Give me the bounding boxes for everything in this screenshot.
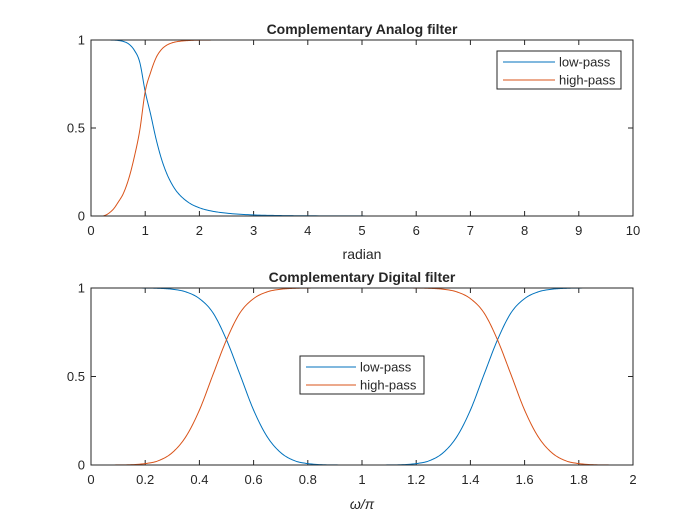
digital-x-tick-label: 0: [87, 472, 94, 487]
analog-x-tick-label: 0: [87, 223, 94, 238]
analog-x-axis-label: radian: [343, 246, 382, 262]
digital-x-tick-label: 1.2: [407, 472, 425, 487]
digital-x-tick-label: 0.4: [190, 472, 208, 487]
digital-x-tick-label: 1.6: [516, 472, 534, 487]
analog-legend: low-pass high-pass: [496, 50, 622, 90]
digital-legend: low-pass high-pass: [299, 355, 425, 395]
analog-x-tick-label: 2: [196, 223, 203, 238]
digital-legend-box: [299, 355, 425, 395]
digital-x-tick-label: 0.6: [245, 472, 263, 487]
digital-legend-label-low-pass: low-pass: [360, 360, 412, 375]
analog-legend-label-high-pass: high-pass: [559, 73, 616, 88]
digital-x-axis-label: ω/π: [350, 496, 375, 512]
analog-legend-label-low-pass: low-pass: [559, 55, 611, 70]
digital-axes-box: [90, 287, 634, 466]
digital-y-tick-label: 0.5: [67, 369, 85, 384]
analog-x-tick-label: 10: [626, 223, 640, 238]
analog-y-tick-label: 0.5: [67, 121, 85, 136]
analog-x-tick-label: 4: [304, 223, 311, 238]
digital-x-tick-label: 1: [358, 472, 365, 487]
analog-y-tick-label: 1: [78, 33, 85, 48]
digital-tick-labels: 0 0.2 0.4 0.6 0.8 1 1.2 1.4 1.6 1.8 2 0 0.5 1: [67, 281, 637, 488]
digital-x-tick-label: 1.4: [461, 472, 479, 487]
digital-y-tick-label: 0: [78, 458, 85, 473]
digital-legend-label-high-pass: high-pass: [360, 378, 417, 393]
analog-plot-title: Complementary Analog filter: [267, 21, 458, 37]
digital-y-tick-label: 1: [78, 281, 85, 296]
digital-x-tick-label: 2: [629, 472, 636, 487]
analog-x-tick-label: 1: [142, 223, 149, 238]
analog-x-tick-label: 9: [575, 223, 582, 238]
digital-x-tick-label: 0.8: [299, 472, 317, 487]
digital-plot-title: Complementary Digital filter: [269, 269, 456, 285]
analog-axes-box: [90, 39, 634, 217]
digital-x-tick-label: 0.2: [136, 472, 154, 487]
digital-filter-plot: Complementary Digital filter 0 0.2 0.4 0.6 0…: [67, 269, 637, 512]
analog-y-tick-label: 0: [78, 209, 85, 224]
analog-x-tick-label: 3: [250, 223, 257, 238]
analog-x-tick-label: 7: [467, 223, 474, 238]
analog-x-tick-label: 8: [521, 223, 528, 238]
analog-filter-plot: Complementary Analog filter 0 1 2 3 4 5 6 7 8 9 10…: [67, 21, 640, 262]
analog-x-tick-label: 6: [413, 223, 420, 238]
digital-x-tick-label: 1.8: [570, 472, 588, 487]
analog-x-tick-label: 5: [358, 223, 365, 238]
analog-tick-labels: 0 1 2 3 4 5 6 7 8 9 10 0 0.5 1: [67, 33, 640, 239]
analog-legend-box: [496, 50, 622, 90]
